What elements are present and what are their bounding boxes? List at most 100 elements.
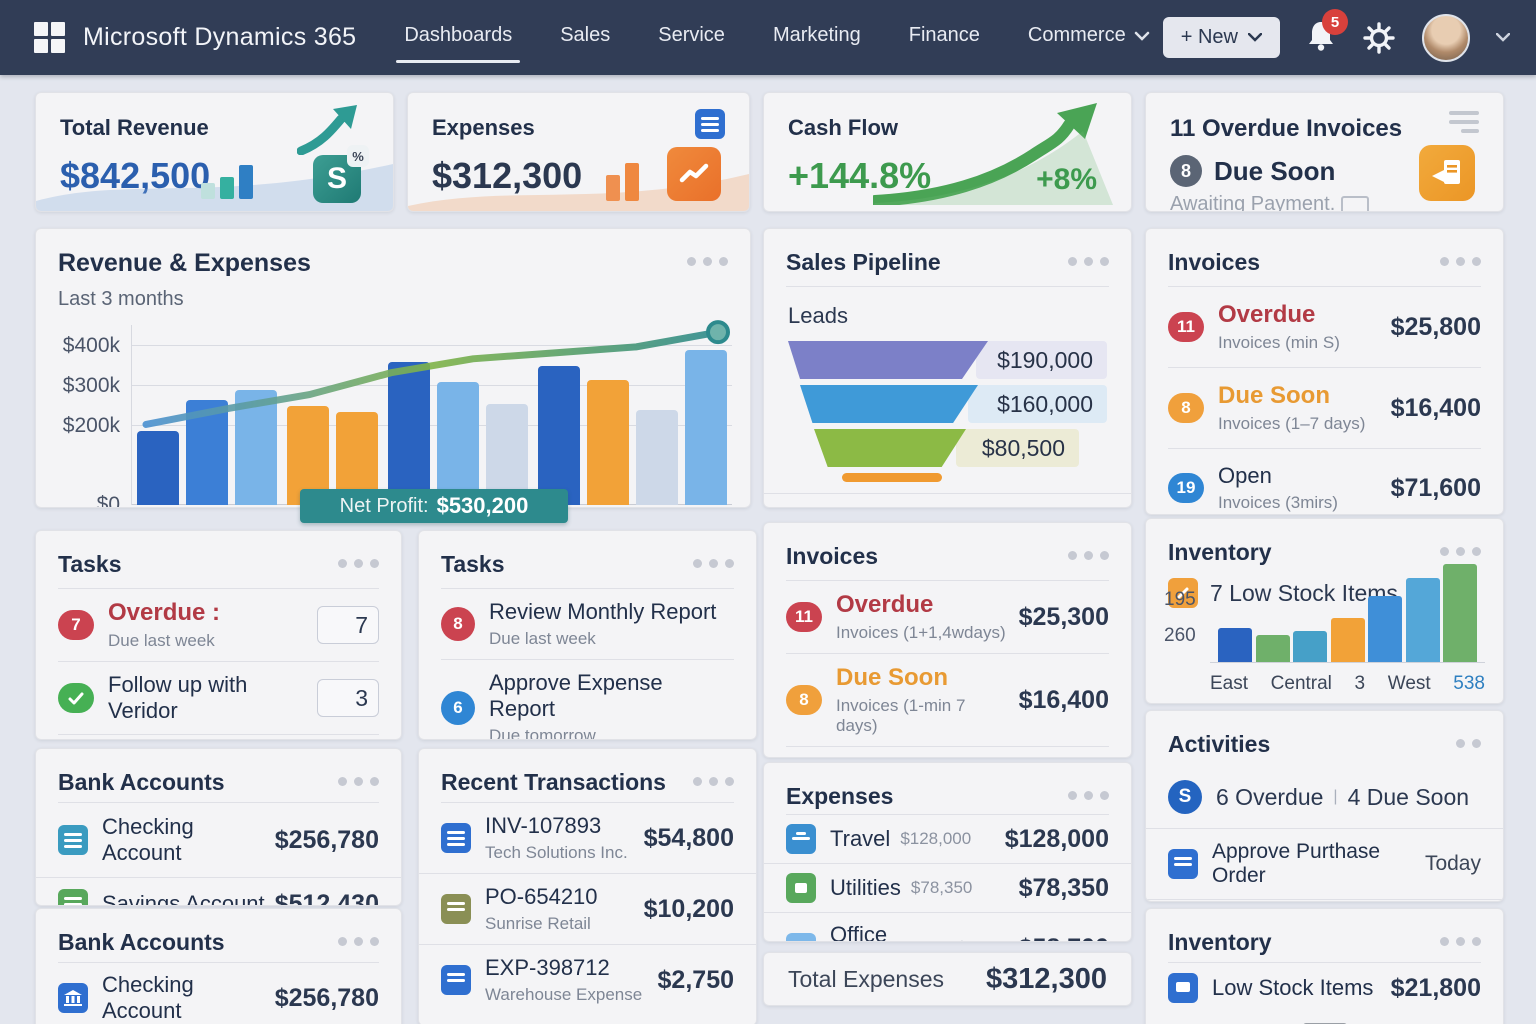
total-expenses-label: Total Expenses	[788, 966, 944, 992]
box-icon	[1168, 973, 1198, 1003]
account-row-savings[interactable]: Savings Account $512,430	[36, 878, 401, 905]
percent-badge-icon: %	[347, 145, 369, 167]
invoice-row-overdue[interactable]: 11 Overdue Invoices (min S) $25,800	[1146, 287, 1503, 367]
task-row-unpaid-bills[interactable]: Unpsid Bills 4	[36, 735, 401, 739]
utilities-icon	[786, 873, 816, 903]
invoice-row-overdue[interactable]: 11 Overdue Invoices (1+1,4wdays) $25,300	[764, 581, 1131, 653]
card-menu-button[interactable]	[338, 929, 379, 946]
activities-summary: S 6 Overdue | 4 Due Soon	[1146, 766, 1503, 829]
card-menu-button[interactable]	[693, 551, 734, 568]
kpi-total-revenue-card[interactable]: Total Revenue $842,500 S %	[35, 92, 394, 212]
net-profit-badge: Net Profit: $530,200	[300, 489, 568, 523]
kpi-value: $842,500	[60, 155, 211, 196]
activity-row[interactable]: Approve Purthase Order Today	[1146, 829, 1503, 900]
card-title: Tasks	[441, 551, 505, 577]
pipeline-funnel: $190,000 $160,000 $80,500	[788, 341, 1107, 493]
funnel-stage[interactable]: $80,500	[788, 429, 1107, 467]
invoice-row-open[interactable]: 19 OpenInf Wear $71,600	[764, 747, 1131, 757]
kpi-cashflow-card[interactable]: Cash Flow +144.8% +8%	[763, 92, 1132, 212]
card-menu-button[interactable]	[1068, 543, 1109, 560]
tab-finance[interactable]: Finance	[908, 24, 980, 46]
task-row-approve-expense[interactable]: 6 Approve Expense Report Due tomorrow	[419, 660, 756, 739]
transaction-row[interactable]: EXP-398712 Warehouse Expense $2,750	[419, 945, 756, 1015]
kpi-delta: +8%	[1036, 163, 1097, 196]
x-axis-labels: East Central 3 West 538	[1210, 673, 1485, 694]
chevron-down-icon	[1248, 33, 1262, 42]
kpi-value: +144.8%	[788, 155, 932, 196]
inventory-card-2: Inventory Low Stock Items $21,800	[1145, 908, 1504, 1024]
due-soon-label: Due Soon	[1214, 155, 1336, 186]
tab-dashboards[interactable]: Dashboards	[396, 14, 521, 63]
card-title: Bank Accounts	[58, 769, 225, 795]
expense-briefcase-icon	[441, 965, 471, 995]
chevron-down-icon[interactable]	[1496, 33, 1510, 42]
main-nav: Dashboards Sales Service Marketing Finan…	[396, 14, 1152, 63]
app-brand: Microsoft Dynamics 365	[83, 23, 357, 51]
bar	[538, 366, 580, 505]
account-row-checking[interactable]: Checking Account $256,780	[36, 803, 401, 878]
tab-sales[interactable]: Sales	[560, 24, 611, 46]
purchase-order-icon	[441, 894, 471, 924]
funnel-stage[interactable]: $190,000	[788, 341, 1107, 379]
kpi-overdue-invoices-card[interactable]: 11 Overdue Invoices 8 Due Soon Awaiting …	[1145, 92, 1504, 212]
kpi-expenses-card[interactable]: Expenses $312,300	[407, 92, 750, 212]
bank-icon	[58, 983, 88, 1013]
invoice-doc-icon	[441, 823, 471, 853]
card-menu-button[interactable]	[1068, 783, 1109, 800]
menu-lines-icon	[1449, 111, 1479, 133]
invoice-row-due-soon[interactable]: 8 Due Soon Invoices (1–7 days) $16,400	[1146, 368, 1503, 448]
invoice-row-open[interactable]: 19 Open Invoices (3mirs) $71,600	[1146, 449, 1503, 514]
card-menu-button[interactable]	[1440, 929, 1481, 946]
task-row-review-report[interactable]: 8 Review Monthly Report Due last week	[419, 589, 756, 659]
settings-gear-icon[interactable]	[1362, 21, 1396, 55]
y-tick: $400k	[62, 334, 120, 357]
due-soon-count-badge: 8	[1170, 155, 1202, 187]
task-row-follow-up[interactable]: Follow up with Veridor 3	[36, 662, 401, 734]
check-icon	[58, 683, 94, 713]
office-supplies-icon	[786, 933, 816, 941]
expense-row-utilities[interactable]: Utilities $78,350 $78,350	[764, 864, 1131, 913]
card-title: Activities	[1168, 731, 1271, 757]
funnel-stub	[842, 473, 942, 482]
chevron-down-icon	[1134, 31, 1149, 41]
due-soon-row: 8 Due Soon	[1146, 143, 1503, 187]
card-title: Tasks	[58, 551, 122, 577]
travel-icon	[786, 824, 816, 854]
funnel-stage[interactable]: $160,000	[788, 385, 1107, 423]
card-title: Sales Pipeline	[786, 249, 941, 275]
transaction-row[interactable]: INV-107893 Tech Solutions Inc. $54,800	[419, 803, 756, 874]
low-stock-row[interactable]: Low Stock Items $21,800	[1146, 963, 1503, 1013]
card-menu-button[interactable]	[338, 769, 379, 786]
inventory-mini-bars	[1162, 1019, 1487, 1024]
account-card-icon	[58, 889, 88, 905]
expense-row-travel[interactable]: Travel $128,000 $128,000	[764, 815, 1131, 864]
card-menu-button[interactable]	[693, 769, 734, 786]
card-menu-button[interactable]	[1440, 249, 1481, 266]
new-button[interactable]: + New	[1162, 17, 1280, 58]
card-menu-button[interactable]	[338, 551, 379, 568]
user-avatar[interactable]	[1422, 13, 1470, 62]
transaction-row[interactable]: PO-654210 Sunrise Retail $10,200	[419, 874, 756, 945]
invoices-card-2: Invoices 11 Overdue Invoices (1+1,4wdays)…	[763, 522, 1132, 758]
account-row-checking[interactable]: Checking Account $256,780	[36, 963, 401, 1024]
card-title: Invoices	[1168, 249, 1261, 275]
card-menu-button[interactable]	[1456, 731, 1481, 748]
recent-transactions-card: Recent Transactions INV-107893 Tech Solut…	[418, 748, 757, 1024]
bar	[1405, 578, 1440, 662]
pipeline-total-row: Total $430,500	[764, 493, 1131, 507]
tab-commerce[interactable]: Commerce	[1026, 14, 1152, 61]
bar	[1368, 596, 1402, 662]
mini-bar-chart-icon	[606, 163, 639, 201]
card-menu-button[interactable]	[1440, 539, 1481, 556]
tab-marketing[interactable]: Marketing	[772, 24, 861, 46]
task-row-overdue[interactable]: 7 Overdue : Due last week 7	[36, 589, 401, 661]
inventory-bar-chart	[1210, 564, 1485, 663]
invoice-row-due-soon[interactable]: 8 Due Soon Invoices (1-min 7 days) $16,40…	[764, 654, 1131, 746]
card-menu-button[interactable]	[1068, 249, 1109, 266]
tab-service[interactable]: Service	[658, 24, 725, 46]
notifications-button[interactable]: 5	[1306, 9, 1348, 56]
expense-row-office-supplies[interactable]: Office Supplies $98,700 $58,700	[764, 913, 1131, 941]
card-menu-button[interactable]	[687, 249, 728, 266]
card-title: Bank Accounts	[58, 929, 225, 955]
activity-row[interactable]: Call Omegs Industries Today	[1146, 900, 1503, 901]
